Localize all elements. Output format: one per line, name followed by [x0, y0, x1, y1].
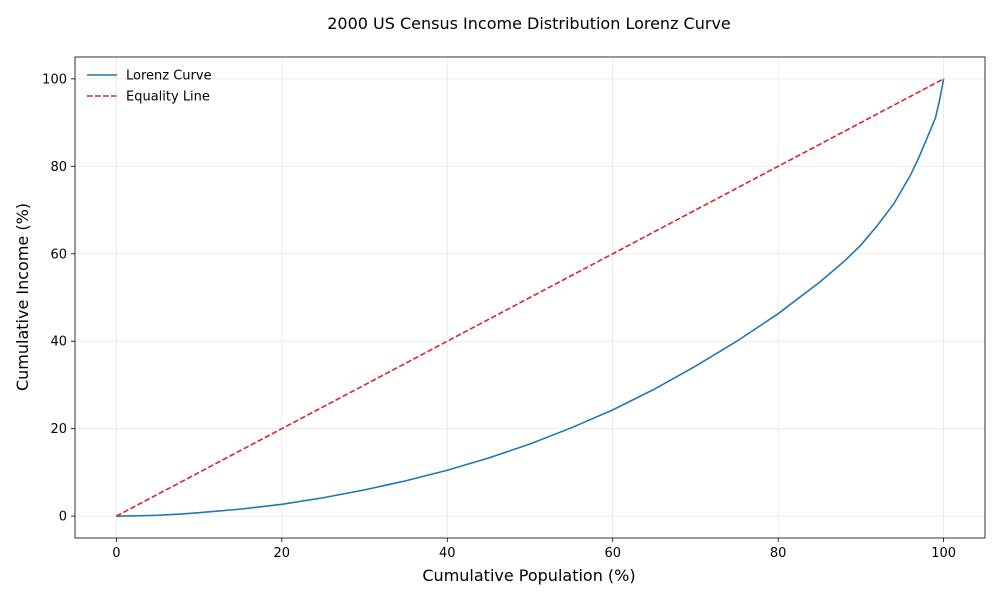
y-tick-label: 80: [50, 160, 67, 175]
lorenz-curve-line: [116, 78, 945, 517]
x-ticks: 0 20 40 60 80 100: [112, 538, 956, 561]
y-ticks: 0 20 40 60 80 100: [42, 72, 75, 525]
x-tick-label: 40: [439, 546, 456, 561]
x-tick-label: 60: [604, 546, 621, 561]
plot-frame: [74, 56, 986, 539]
x-tick-label: 20: [274, 546, 291, 561]
x-axis-label: Cumulative Population (%): [422, 566, 635, 585]
legend-label: Lorenz Curve: [126, 69, 212, 84]
y-tick-label: 60: [50, 247, 67, 262]
y-tick-label: 40: [50, 335, 67, 350]
chart-title: 2000 US Census Income Distribution Loren…: [327, 14, 731, 33]
y-axis-label: Cumulative Income (%): [13, 203, 32, 391]
grid-layer: [75, 57, 985, 538]
equality-line-line: [115, 78, 945, 517]
y-tick-label: 0: [59, 510, 67, 525]
series-layer: [115, 78, 945, 517]
legend: Lorenz Curve Equality Line: [87, 69, 212, 105]
y-tick-label: 20: [50, 422, 67, 437]
legend-label: Equality Line: [126, 90, 210, 105]
x-tick-label: 80: [770, 546, 787, 561]
x-tick-label: 100: [931, 546, 956, 561]
x-tick-label: 0: [112, 546, 120, 561]
y-tick-label: 100: [42, 72, 67, 87]
